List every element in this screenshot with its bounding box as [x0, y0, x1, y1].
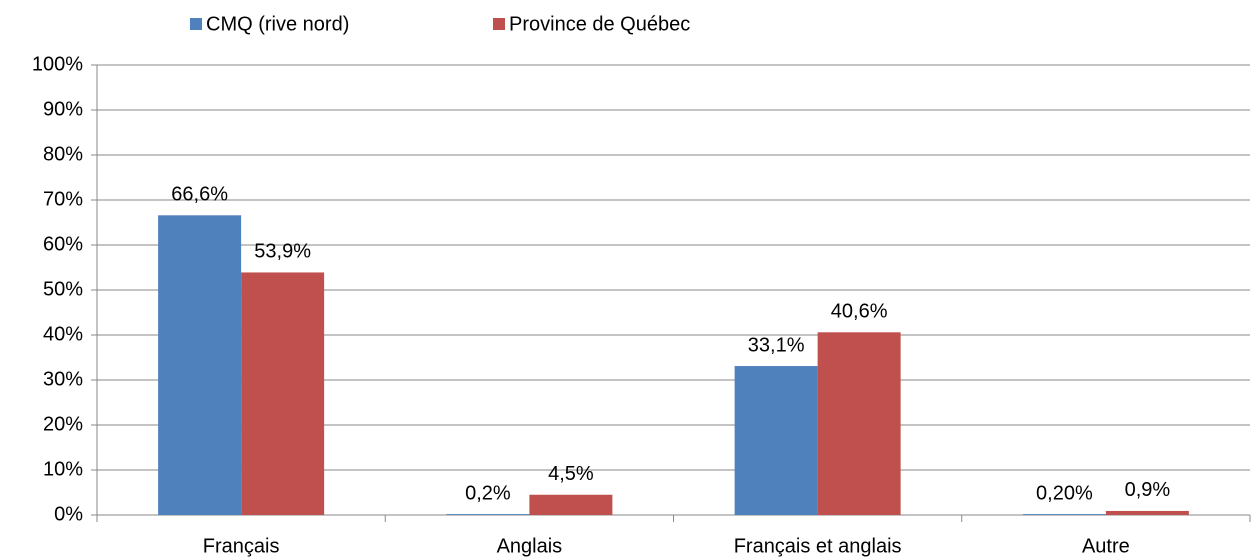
y-tick-label: 10% — [43, 458, 83, 480]
legend-swatch — [493, 18, 505, 30]
bar — [1105, 510, 1189, 515]
data-label: 53,9% — [254, 241, 311, 263]
y-tick-label: 80% — [43, 143, 83, 165]
data-label: 0,20% — [1036, 482, 1093, 504]
data-label: 0,9% — [1125, 479, 1171, 501]
legend-label: CMQ (rive nord) — [206, 13, 349, 35]
bar — [241, 272, 325, 515]
y-tick-label: 90% — [43, 98, 83, 120]
y-tick-label: 20% — [43, 413, 83, 435]
data-label: 0,2% — [465, 482, 511, 504]
y-tick-label: 50% — [43, 278, 83, 300]
data-label: 66,6% — [171, 184, 228, 206]
bar — [1022, 514, 1106, 515]
legend-label: Province de Québec — [509, 13, 690, 35]
x-tick-label: Anglais — [497, 535, 563, 557]
y-tick-label: 30% — [43, 368, 83, 390]
data-label: 33,1% — [748, 334, 805, 356]
legend-swatch — [190, 18, 202, 30]
bar — [529, 494, 613, 515]
y-tick-label: 40% — [43, 323, 83, 345]
x-tick-label: Français et anglais — [734, 535, 902, 557]
bar — [446, 514, 530, 515]
bar — [817, 332, 901, 515]
data-label: 4,5% — [548, 463, 594, 485]
y-tick-label: 60% — [43, 233, 83, 255]
y-tick-label: 0% — [54, 503, 83, 525]
x-tick-label: Français — [203, 535, 280, 557]
data-label: 40,6% — [831, 301, 888, 323]
y-tick-label: 100% — [32, 53, 83, 75]
bar — [158, 215, 242, 516]
y-tick-label: 70% — [43, 188, 83, 210]
bar — [734, 366, 818, 515]
x-tick-label: Autre — [1082, 535, 1130, 557]
